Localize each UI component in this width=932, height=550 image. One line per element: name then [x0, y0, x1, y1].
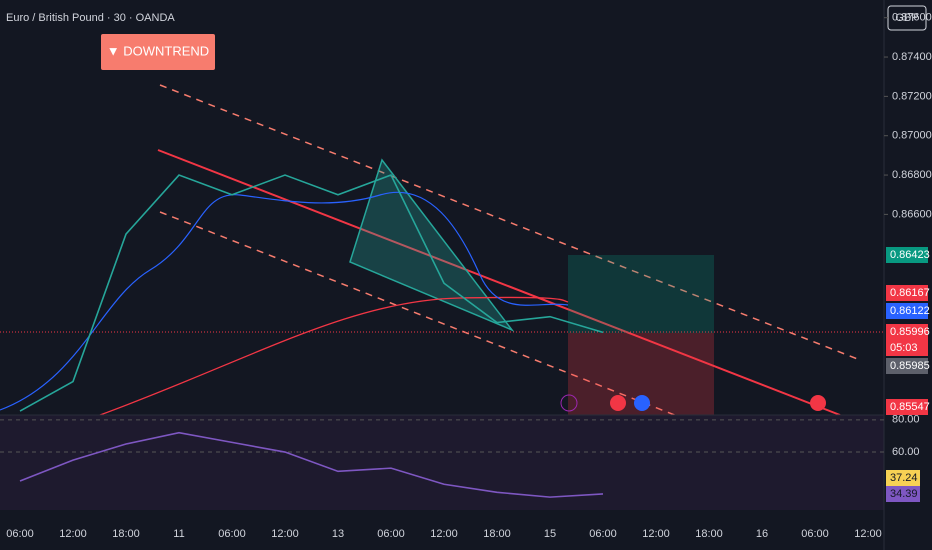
y-tick-label: 0.87400 — [892, 51, 932, 63]
badge-bg — [886, 324, 928, 340]
ma-long — [99, 296, 569, 416]
x-tick-label: 12:00 — [271, 528, 299, 540]
y-tick-label: 0.86600 — [892, 208, 932, 220]
badge-text: 0.85547 — [890, 401, 930, 413]
y-tick-label: 0.87000 — [892, 130, 932, 142]
rsi-pane — [0, 415, 884, 510]
x-tick-label: 06:00 — [801, 528, 829, 540]
y-tick-label: 0.87600 — [892, 12, 932, 24]
x-tick-label: 18:00 — [695, 528, 723, 540]
price-badge: 0.86167 — [886, 285, 930, 301]
badge-text: 0.86167 — [890, 287, 930, 299]
price-badge: 0.86423 — [886, 247, 930, 263]
event-icon[interactable] — [560, 394, 578, 412]
price-line — [19, 174, 604, 412]
badge-text: 0.85985 — [890, 360, 930, 372]
ma-short — [0, 191, 569, 411]
rsi-tick-label: 60.00 — [892, 446, 920, 458]
x-tick-label: 13 — [332, 528, 344, 540]
rsi-badge-text: 34.39 — [890, 488, 918, 500]
badge-text: 05:03 — [890, 342, 918, 354]
target-zone — [568, 255, 714, 333]
price-badge: 0.85985 — [886, 358, 930, 374]
badge-bg — [886, 285, 928, 301]
x-tick-label: 12:00 — [59, 528, 87, 540]
badge-bg — [886, 340, 928, 356]
rsi-badge-text: 37.24 — [890, 472, 918, 484]
price-badge: 0.85547 — [886, 399, 930, 415]
badge-bg — [886, 303, 928, 319]
y-tick-label: 0.87200 — [892, 90, 932, 102]
rsi-badge-bg — [886, 486, 920, 502]
x-tick-label: 18:00 — [483, 528, 511, 540]
triangle-pattern — [349, 158, 515, 332]
badge-text: 0.85996 — [890, 326, 930, 338]
badge-bg — [886, 358, 928, 374]
x-tick-label: 16 — [756, 528, 768, 540]
channel-upper — [159, 84, 861, 361]
rsi-line — [19, 431, 604, 498]
rsi-tick-label: 80.00 — [892, 414, 920, 426]
x-tick-label: 06:00 — [589, 528, 617, 540]
x-tick-label: 15 — [544, 528, 556, 540]
badge-bg — [886, 247, 928, 263]
price-badge: 05:03 — [886, 340, 928, 356]
badge-bg — [886, 399, 928, 415]
x-tick-label: 11 — [173, 528, 184, 540]
price-badge: 0.85996 — [886, 324, 930, 340]
event-icon[interactable] — [810, 395, 826, 411]
chart-title: Euro / British Pound · 30 · OANDA — [6, 12, 175, 24]
x-tick-label: 12:00 — [854, 528, 882, 540]
badge-text: 0.86423 — [890, 249, 930, 261]
x-tick-label: 18:00 — [112, 528, 140, 540]
y-tick-label: 0.86800 — [892, 169, 932, 181]
channel-lower — [159, 211, 701, 426]
x-tick-label: 12:00 — [642, 528, 670, 540]
badge-text: 0.86122 — [890, 305, 930, 317]
x-tick-label: 06:00 — [377, 528, 405, 540]
rsi-badge-bg — [886, 470, 920, 486]
annotation: ▼ DOWNTREND — [107, 43, 209, 58]
channel-mid — [157, 149, 841, 416]
x-tick-label: 06:00 — [218, 528, 246, 540]
x-tick-label: 12:00 — [430, 528, 458, 540]
event-icon[interactable] — [634, 395, 650, 411]
price-badge: 0.86122 — [886, 303, 930, 319]
x-tick-label: 06:00 — [6, 528, 34, 540]
currency: GBP — [895, 12, 918, 24]
event-icon[interactable] — [610, 395, 626, 411]
annotation-box — [101, 34, 215, 70]
